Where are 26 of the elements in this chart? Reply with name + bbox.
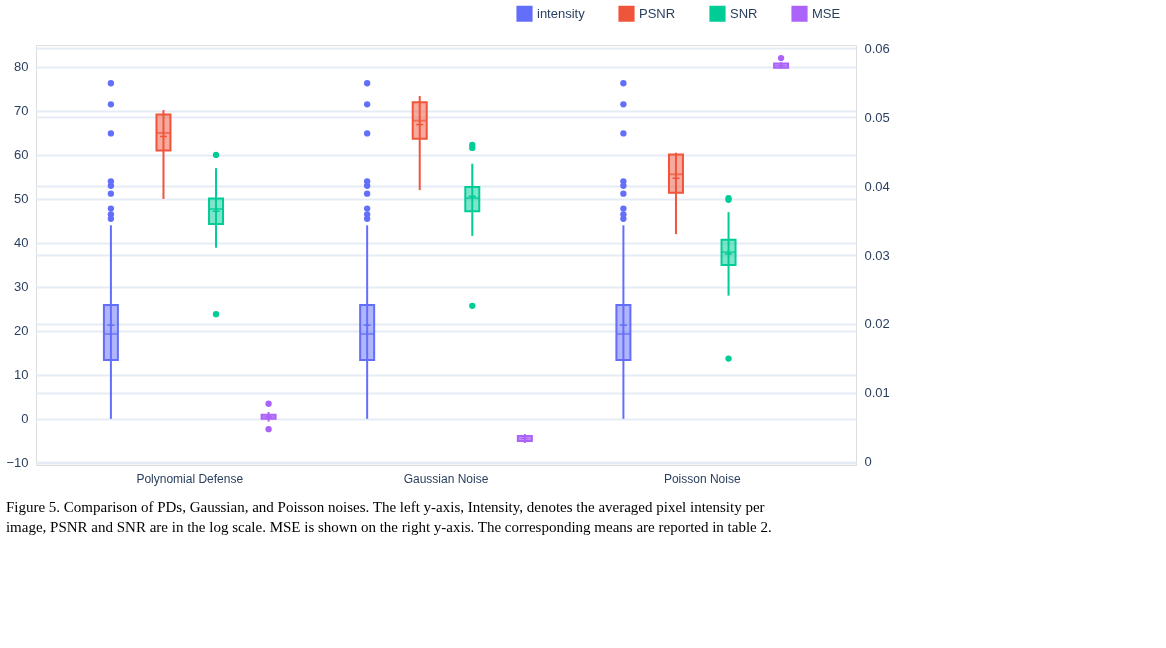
y2-tick-label: 0.01	[864, 385, 890, 401]
x-tick-label: Polynomial Defense	[136, 471, 244, 486]
y2-tick-label: 0.05	[864, 109, 890, 125]
y-tick-label: 60	[14, 147, 29, 163]
legend-label: intensity	[537, 5, 586, 21]
y2-tick-label: 0.02	[864, 316, 890, 332]
y-tick-label: 40	[14, 235, 29, 251]
legend-label: PSNR	[639, 5, 676, 21]
legend-label: MSE	[812, 5, 841, 21]
text: image, PSNR and SNR are in the log scale. MSE is shown on the right y-axis. The corresponding means are reported in table 2.	[5, 519, 772, 535]
y-tick-label: 0	[21, 411, 29, 427]
y2-tick-label: 0	[864, 454, 872, 470]
y-tick-label: 50	[14, 191, 29, 207]
y-tick-label: 80	[14, 59, 29, 75]
legend-label: SNR	[730, 5, 758, 21]
y-tick-label: 20	[14, 323, 29, 339]
y2-tick-label: 0.06	[864, 40, 890, 56]
y-tick-label: 10	[14, 367, 29, 383]
y-tick-label: 70	[14, 103, 29, 119]
x-tick-label: Poisson Noise	[663, 471, 741, 486]
y-tick-label: −10	[6, 455, 29, 471]
y2-tick-label: 0.04	[864, 178, 890, 194]
x-tick-label: Gaussian Noise	[403, 471, 489, 486]
caption: Figure 5. Comparison of PDs, Gaussian, and Poisson noises. The left y-axis, Intensity, denotes the averaged pixel intensity per	[5, 499, 765, 515]
y-tick-label: 30	[14, 279, 29, 295]
y2-tick-label: 0.03	[864, 247, 890, 263]
